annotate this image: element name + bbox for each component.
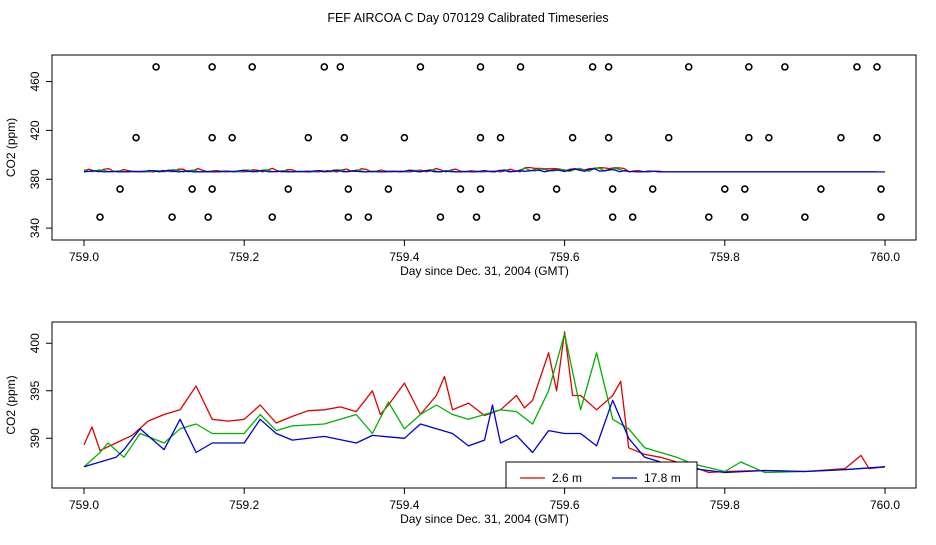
data-point [340, 133, 349, 142]
x-tick-label: 759.8 [710, 250, 740, 264]
x-axis-label: Day since Dec. 31, 2004 (GMT) [400, 264, 569, 278]
x-tick-label: 759.4 [389, 498, 419, 512]
x-tick-label: 759.0 [69, 498, 99, 512]
data-point [801, 213, 809, 221]
data-point [476, 185, 485, 193]
x-tick-label: 759.0 [69, 250, 99, 264]
data-point [336, 63, 345, 71]
data-point [476, 133, 485, 142]
data-point [204, 213, 212, 221]
data-point [284, 185, 293, 193]
data-point [208, 133, 216, 142]
data-point [604, 133, 613, 142]
data-point [476, 63, 485, 71]
x-tick-label: 759.8 [710, 498, 740, 512]
y-tick-label: 390 [28, 428, 42, 448]
data-point [400, 133, 409, 142]
data-point [304, 133, 313, 142]
x-tick-label: 759.4 [389, 250, 419, 264]
y-tick-label: 420 [28, 120, 42, 140]
y-tick-label: 340 [28, 218, 42, 238]
bottom-panel: 759.0 759.2 759.4 759.6 759.8 760.0 390 395 400 D… [4, 321, 917, 526]
top-panel: 759.0 759.2 759.4 759.6 759.8 760.0 340 380 420 4… [4, 54, 917, 278]
data-point [456, 185, 465, 193]
data-point [588, 63, 597, 71]
data-point [436, 213, 445, 221]
x-tick-label: 759.6 [550, 498, 580, 512]
data-point [228, 133, 236, 142]
x-tick-label: 760.0 [870, 250, 900, 264]
data-point [208, 185, 216, 193]
data-point [628, 213, 637, 221]
data-point [268, 213, 277, 221]
legend-label: 2.6 m [552, 471, 582, 485]
x-tick-label: 759.2 [229, 250, 259, 264]
data-point [745, 133, 753, 142]
data-point [188, 185, 196, 193]
data-point [248, 63, 257, 71]
y-tick-label: 395 [28, 380, 42, 400]
data-point [745, 63, 753, 71]
data-point [568, 133, 577, 142]
data-point [873, 63, 881, 71]
data-point [741, 213, 749, 221]
legend: 2.6 m 17.8 m [505, 461, 698, 489]
data-point [472, 213, 481, 221]
data-point [765, 133, 773, 142]
data-point [344, 213, 353, 221]
plot-frame [51, 54, 917, 241]
data-point [552, 185, 561, 193]
data-point [720, 185, 729, 193]
data-point [364, 213, 373, 221]
plot-frame [51, 321, 917, 489]
x-tick-label: 759.2 [229, 498, 259, 512]
data-point [384, 185, 393, 193]
data-point [853, 63, 861, 71]
data-point [604, 63, 613, 71]
series-line-green [83, 333, 886, 474]
data-point [344, 185, 353, 193]
x-axis-label: Day since Dec. 31, 2004 (GMT) [400, 512, 569, 526]
data-point [132, 133, 140, 142]
y-axis-label: CO2 (ppm) [4, 375, 18, 434]
series-line-blue [83, 168, 885, 173]
data-point [877, 185, 885, 193]
y-tick-label: 460 [28, 71, 42, 91]
y-axis-label: CO2 (ppm) [4, 118, 18, 177]
data-point [837, 133, 845, 142]
data-point [116, 185, 124, 193]
data-point [781, 63, 789, 71]
data-point [516, 63, 525, 71]
data-point [684, 63, 693, 71]
data-point [496, 133, 505, 142]
series-line-red [83, 331, 886, 474]
y-tick-label: 400 [28, 333, 42, 353]
data-point [320, 63, 329, 71]
y-tick-label: 380 [28, 169, 42, 189]
data-point [416, 63, 425, 71]
data-point [877, 213, 885, 221]
data-point [817, 185, 825, 193]
x-tick-label: 759.6 [550, 250, 580, 264]
data-point [168, 213, 176, 221]
data-point [152, 63, 160, 71]
chart-title: FEF AIRCOA C Day 070129 Calibrated Times… [327, 11, 608, 25]
data-point [96, 213, 104, 221]
data-point [208, 63, 216, 71]
legend-box [505, 461, 698, 489]
data-point [873, 133, 881, 142]
data-point [648, 185, 657, 193]
data-point [741, 185, 749, 193]
data-point [608, 185, 617, 193]
legend-label: 17.8 m [644, 471, 681, 485]
series-line-blue [83, 399, 886, 474]
x-tick-label: 760.0 [870, 498, 900, 512]
data-point [532, 213, 541, 221]
data-point [664, 133, 673, 142]
data-point [704, 213, 713, 221]
data-point [608, 213, 617, 221]
